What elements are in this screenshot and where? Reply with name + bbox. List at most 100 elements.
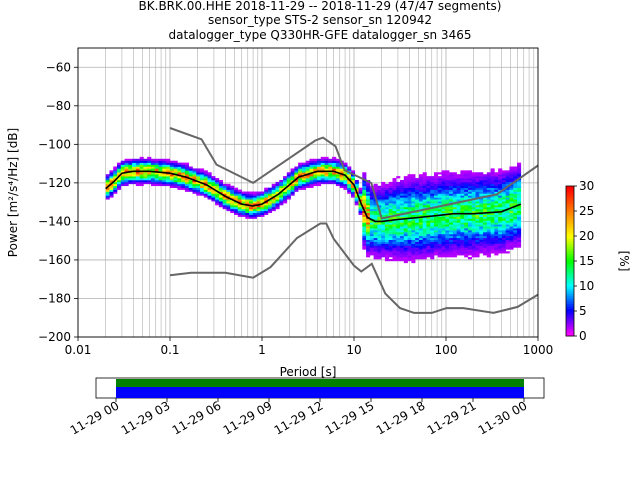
density-cell — [400, 191, 405, 194]
density-cell — [464, 179, 469, 183]
density-cell — [388, 201, 393, 204]
density-cell — [486, 214, 491, 217]
density-cell — [392, 212, 397, 215]
density-cell — [222, 199, 227, 202]
density-cell — [501, 243, 506, 246]
density-cell — [166, 178, 171, 181]
density-cell — [483, 241, 488, 244]
density-cell — [184, 181, 190, 185]
density-cell — [369, 247, 374, 250]
density-cell — [286, 191, 291, 194]
density-cell — [509, 193, 514, 196]
density-cell — [498, 195, 503, 198]
density-cell — [245, 197, 250, 200]
timeline-tick-label: 11-29 09 — [221, 398, 275, 437]
density-cell — [275, 187, 280, 190]
density-cell — [513, 216, 518, 219]
density-cell — [426, 189, 431, 192]
density-cell — [430, 255, 435, 258]
density-cell — [471, 210, 476, 214]
density-cell — [384, 218, 390, 221]
density-cell — [456, 203, 461, 206]
density-cell — [384, 201, 390, 204]
density-cell — [381, 189, 386, 192]
density-cell — [373, 203, 378, 206]
density-cell — [467, 187, 473, 190]
density-cell — [445, 231, 450, 235]
density-cell — [498, 222, 503, 225]
density-cell — [366, 185, 371, 188]
density-cell — [264, 212, 269, 215]
density-cell — [441, 178, 446, 181]
density-cell — [426, 178, 431, 181]
density-cell — [479, 245, 484, 248]
density-cell — [403, 193, 408, 196]
density-cell — [388, 183, 393, 187]
density-cell — [411, 176, 416, 179]
density-cell — [369, 205, 374, 208]
density-cell — [388, 230, 393, 233]
density-cell — [388, 185, 393, 188]
density-cell — [490, 214, 495, 217]
density-cell — [320, 178, 325, 181]
density-cell — [381, 230, 386, 233]
density-cell — [373, 235, 378, 239]
density-cell — [449, 176, 454, 179]
density-cell — [256, 201, 261, 204]
density-cell — [400, 181, 405, 185]
density-cell — [513, 195, 518, 198]
density-cell — [498, 185, 503, 188]
density-cell — [332, 158, 337, 162]
density-cell — [411, 231, 416, 235]
density-cell — [433, 247, 439, 250]
density-cell — [384, 205, 390, 208]
density-cell — [501, 197, 506, 200]
density-cell — [517, 235, 522, 239]
density-cell — [422, 199, 427, 202]
density-cell — [366, 249, 371, 252]
density-cell — [415, 197, 420, 200]
density-cell — [464, 172, 469, 175]
density-cell — [207, 191, 212, 194]
density-cell — [139, 156, 144, 160]
density-cell — [403, 239, 408, 242]
density-cell — [384, 251, 390, 254]
density-cell — [464, 191, 469, 194]
density-cell — [456, 245, 461, 248]
density-cell — [241, 206, 246, 210]
density-cell — [490, 216, 495, 219]
density-cell — [486, 228, 491, 231]
density-cell — [109, 185, 114, 188]
density-cell — [377, 237, 382, 241]
y-tick-label: −180 — [38, 291, 71, 305]
density-cell — [309, 176, 314, 179]
density-cell — [305, 164, 310, 167]
density-cell — [377, 224, 382, 227]
density-cell — [460, 216, 465, 219]
density-cell — [456, 206, 461, 210]
density-cell — [113, 183, 118, 187]
density-cell — [415, 220, 420, 223]
density-cell — [226, 193, 231, 196]
density-cell — [479, 237, 484, 241]
density-cell — [396, 185, 401, 188]
density-cell — [513, 214, 518, 217]
density-cell — [384, 247, 390, 250]
density-cell — [301, 172, 306, 175]
density-cell — [490, 237, 495, 241]
density-cell — [517, 243, 522, 246]
density-cell — [411, 195, 416, 198]
density-cell — [441, 193, 446, 196]
density-cell — [452, 231, 457, 235]
density-cell — [400, 199, 405, 202]
density-cell — [430, 224, 435, 227]
y-tick-label: −160 — [38, 253, 71, 267]
density-cell — [301, 178, 306, 181]
density-cell — [400, 228, 405, 231]
density-cell — [396, 191, 401, 194]
density-cell — [505, 174, 510, 177]
density-cell — [426, 245, 431, 248]
density-cell — [475, 241, 480, 244]
density-cell — [517, 216, 522, 219]
density-cell — [279, 181, 284, 185]
